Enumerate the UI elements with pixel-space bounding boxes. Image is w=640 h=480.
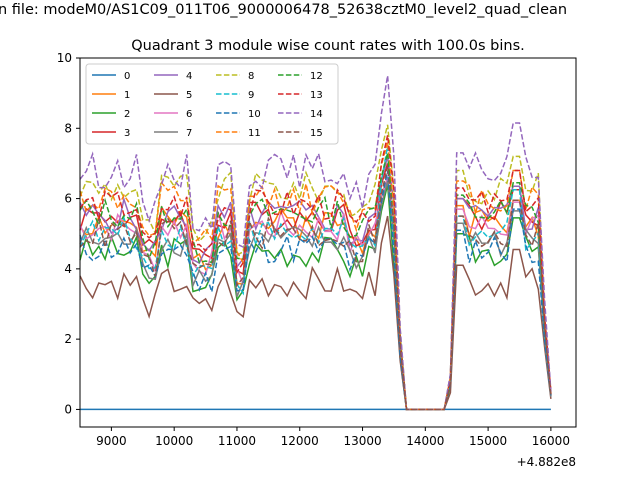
legend-label-6: 6 (186, 109, 192, 120)
x-tick-label: 15000 (469, 434, 507, 448)
y-tick-label: 0 (64, 402, 72, 416)
legend-label-9: 9 (248, 90, 254, 101)
x-tick-label: 12000 (281, 434, 319, 448)
chart-title: Quadrant 3 module wise count rates with … (131, 38, 525, 54)
legend-label-13: 13 (310, 90, 323, 101)
series-line-11 (79, 142, 552, 411)
legend-label-11: 11 (248, 128, 261, 139)
plot-lines (79, 75, 552, 411)
x-tick-label: 9000 (96, 434, 127, 448)
legend-label-12: 12 (310, 71, 323, 82)
legend-label-1: 1 (124, 90, 130, 101)
legend-label-8: 8 (248, 71, 254, 82)
legend-box (85, 63, 339, 145)
legend-label-7: 7 (186, 128, 192, 139)
plot-frame (79, 57, 577, 428)
x-tick-label: 14000 (406, 434, 444, 448)
x-tick-label: 10000 (155, 434, 193, 448)
legend-label-10: 10 (248, 109, 261, 120)
y-tick-label: 2 (64, 332, 72, 346)
series-line-13 (79, 135, 552, 411)
axes: 9000 10000 11000 12000 13000 14000 15000 16000 0… (57, 51, 570, 448)
series-line-2 (79, 184, 552, 411)
x-tick-label: 13000 (343, 434, 381, 448)
series-line-6 (79, 177, 552, 411)
series-line-14 (79, 75, 552, 411)
figure-suptitle: n file: modeM0/AS1C09_011T06_9000006478_… (0, 2, 567, 18)
x-tick-label: 16000 (532, 434, 570, 448)
y-tick-label: 8 (64, 121, 72, 135)
series-line-4 (79, 156, 552, 411)
legend-label-5: 5 (186, 90, 192, 101)
legend-label-0: 0 (124, 71, 130, 82)
legend-label-15: 15 (310, 128, 323, 139)
legend-label-2: 2 (124, 109, 130, 120)
legend-label-3: 3 (124, 128, 130, 139)
x-offset-label: +4.882e8 (517, 455, 576, 469)
y-tick-label: 10 (57, 51, 72, 65)
x-tick-label: 11000 (218, 434, 256, 448)
series-line-10 (79, 170, 552, 411)
series-line-5 (79, 215, 552, 411)
y-tick-label: 6 (64, 192, 72, 206)
series-line-12 (79, 152, 552, 411)
y-tick-label: 4 (64, 262, 72, 276)
legend-label-4: 4 (186, 71, 192, 82)
series-line-8 (79, 124, 552, 411)
legend-label-14: 14 (310, 109, 323, 120)
series-line-15 (79, 166, 552, 411)
